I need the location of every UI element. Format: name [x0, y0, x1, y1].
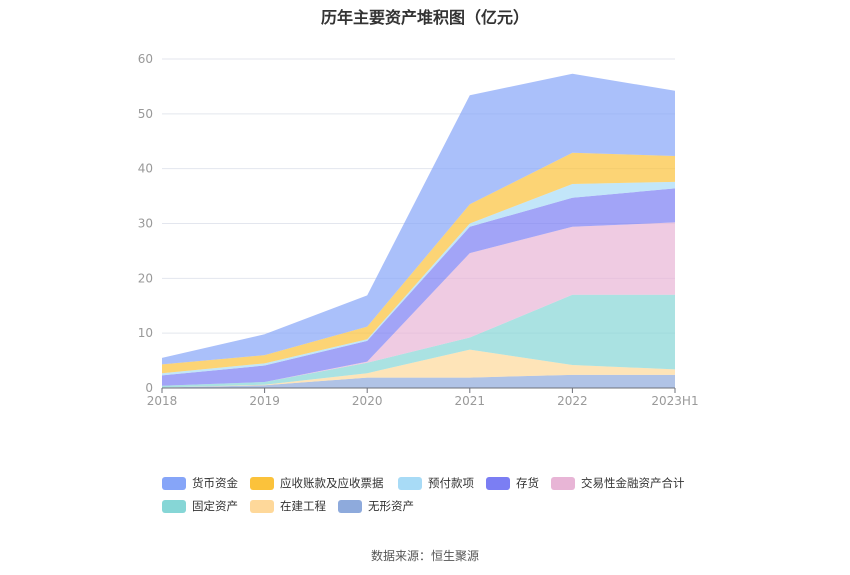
x-tick-label: 2022	[557, 394, 588, 408]
legend-item[interactable]: 货币资金	[162, 475, 238, 491]
legend-swatch	[338, 499, 362, 513]
legend-swatch	[398, 476, 422, 490]
legend-label: 在建工程	[280, 499, 326, 513]
legend-label: 预付款项	[428, 476, 474, 490]
y-tick-label: 20	[138, 271, 153, 285]
legend-label: 货币资金	[192, 476, 238, 490]
x-tick-label: 2021	[455, 394, 486, 408]
x-tick-label: 2018	[147, 394, 178, 408]
area-4	[162, 188, 675, 386]
legend-label: 无形资产	[368, 499, 414, 513]
data-source: 数据来源：恒生聚源	[370, 549, 479, 563]
legend-swatch	[250, 499, 274, 513]
legend-item[interactable]: 存货	[486, 475, 539, 491]
legend-item[interactable]: 预付款项	[398, 475, 474, 491]
area-7	[162, 73, 675, 365]
legend-item[interactable]: 应收账款及应收票据	[250, 475, 384, 491]
x-tick-label: 2019	[249, 394, 280, 408]
legend-swatch	[486, 476, 510, 490]
y-tick-label: 50	[138, 107, 153, 121]
legend-item[interactable]: 固定资产	[162, 498, 238, 514]
chart-title: 历年主要资产堆积图（亿元）	[320, 8, 529, 27]
stacked-area-chart: 0 10 20 30 40 50 60 2018 2019 2020 2021 2022 2023H1	[138, 52, 699, 408]
area-6	[162, 152, 675, 374]
x-tick-label: 2020	[352, 394, 383, 408]
y-tick-label: 10	[138, 326, 153, 340]
y-tick-label: 40	[138, 162, 153, 176]
x-tick-label: 2023H1	[651, 394, 698, 408]
legend-label: 应收账款及应收票据	[280, 476, 384, 490]
legend-item[interactable]: 交易性金融资产合计	[551, 475, 685, 491]
legend-swatch	[551, 476, 575, 490]
area-0	[162, 374, 675, 388]
y-tick-label: 0	[145, 381, 153, 395]
legend-label: 交易性金融资产合计	[581, 476, 685, 490]
legend-label: 存货	[516, 476, 539, 490]
area-3	[162, 222, 675, 386]
legend-item[interactable]: 在建工程	[250, 498, 326, 514]
legend-swatch	[250, 476, 274, 490]
area-1	[162, 349, 675, 388]
y-tick-label: 60	[138, 52, 153, 66]
legend-item[interactable]: 无形资产	[338, 498, 414, 514]
y-tick-label: 30	[138, 217, 153, 231]
legend-swatch	[162, 476, 186, 490]
area-2	[162, 294, 675, 388]
legend-swatch	[162, 499, 186, 513]
legend-label: 固定资产	[192, 499, 238, 513]
